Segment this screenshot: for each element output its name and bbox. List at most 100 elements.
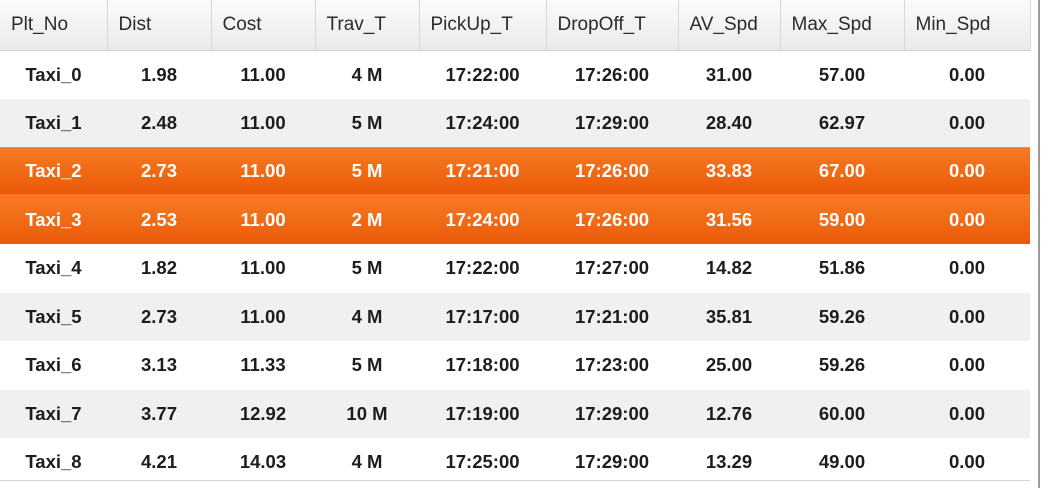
cell-av-spd[interactable]: 35.81 bbox=[678, 292, 780, 341]
column-header-plt-no[interactable]: Plt_No bbox=[0, 0, 108, 51]
cell-dropoff-t[interactable]: 17:29:00 bbox=[546, 389, 678, 438]
cell-cost[interactable]: 12.92 bbox=[211, 389, 315, 438]
cell-dropoff-t[interactable]: 17:27:00 bbox=[546, 244, 678, 293]
table-row[interactable]: Taxi_6 3.13 11.33 5 M 17:18:00 17:23:00 25.00 5… bbox=[0, 341, 1030, 390]
cell-dist[interactable]: 2.73 bbox=[107, 292, 211, 341]
table-row[interactable]: Taxi_4 1.82 11.00 5 M 17:22:00 17:27:00 14.82 5… bbox=[0, 244, 1030, 293]
cell-min-spd[interactable]: 0.00 bbox=[904, 341, 1030, 390]
cell-av-spd[interactable]: 12.76 bbox=[678, 389, 780, 438]
cell-trav-t[interactable]: 5 M bbox=[315, 98, 419, 147]
cell-pickup-t[interactable]: 17:24:00 bbox=[419, 98, 546, 147]
cell-min-spd[interactable]: 0.00 bbox=[904, 50, 1030, 99]
cell-cost[interactable]: 11.00 bbox=[211, 195, 315, 244]
cell-dropoff-t[interactable]: 17:26:00 bbox=[546, 146, 678, 196]
cell-max-spd[interactable]: 59.26 bbox=[780, 341, 904, 390]
cell-trav-t[interactable]: 10 M bbox=[315, 389, 419, 438]
cell-max-spd[interactable]: 62.97 bbox=[780, 98, 904, 147]
cell-dist[interactable]: 2.48 bbox=[107, 98, 211, 147]
cell-max-spd[interactable]: 49.00 bbox=[780, 438, 904, 487]
cell-plt-no[interactable]: Taxi_3 bbox=[0, 195, 107, 244]
column-header-cost[interactable]: Cost bbox=[211, 0, 316, 51]
cell-cost[interactable]: 11.00 bbox=[211, 292, 315, 341]
cell-trav-t[interactable]: 5 M bbox=[315, 341, 419, 390]
cell-av-spd[interactable]: 25.00 bbox=[678, 341, 780, 390]
column-header-pickup-t[interactable]: PickUp_T bbox=[419, 0, 547, 51]
cell-pickup-t[interactable]: 17:17:00 bbox=[419, 292, 546, 341]
cell-pickup-t[interactable]: 17:22:00 bbox=[419, 244, 546, 293]
cell-cost[interactable]: 14.03 bbox=[211, 438, 315, 487]
cell-plt-no[interactable]: Taxi_8 bbox=[0, 438, 107, 487]
cell-min-spd[interactable]: 0.00 bbox=[904, 244, 1030, 293]
cell-av-spd[interactable]: 31.00 bbox=[678, 50, 780, 99]
cell-av-spd[interactable]: 31.56 bbox=[678, 195, 780, 244]
cell-min-spd[interactable]: 0.00 bbox=[904, 146, 1030, 196]
cell-cost[interactable]: 11.00 bbox=[211, 50, 315, 99]
column-header-dist[interactable]: Dist bbox=[107, 0, 212, 51]
cell-max-spd[interactable]: 67.00 bbox=[780, 146, 904, 196]
cell-plt-no[interactable]: Taxi_6 bbox=[0, 341, 107, 390]
cell-trav-t[interactable]: 4 M bbox=[315, 438, 419, 487]
cell-trav-t[interactable]: 4 M bbox=[315, 292, 419, 341]
cell-pickup-t[interactable]: 17:21:00 bbox=[419, 146, 546, 196]
cell-pickup-t[interactable]: 17:18:00 bbox=[419, 341, 546, 390]
column-header-min-spd[interactable]: Min_Spd bbox=[904, 0, 1031, 51]
cell-trav-t[interactable]: 2 M bbox=[315, 195, 419, 244]
cell-trav-t[interactable]: 5 M bbox=[315, 146, 419, 196]
column-header-dropoff-t[interactable]: DropOff_T bbox=[546, 0, 679, 51]
cell-max-spd[interactable]: 60.00 bbox=[780, 389, 904, 438]
cell-cost[interactable]: 11.00 bbox=[211, 146, 315, 196]
cell-cost[interactable]: 11.00 bbox=[211, 244, 315, 293]
cell-max-spd[interactable]: 59.26 bbox=[780, 292, 904, 341]
table-row[interactable]: Taxi_5 2.73 11.00 4 M 17:17:00 17:21:00 35.81 5… bbox=[0, 292, 1030, 341]
cell-plt-no[interactable]: Taxi_5 bbox=[0, 292, 107, 341]
cell-pickup-t[interactable]: 17:25:00 bbox=[419, 438, 546, 487]
cell-min-spd[interactable]: 0.00 bbox=[904, 389, 1030, 438]
cell-plt-no[interactable]: Taxi_4 bbox=[0, 244, 107, 293]
cell-dropoff-t[interactable]: 17:29:00 bbox=[546, 98, 678, 147]
cell-dist[interactable]: 2.53 bbox=[107, 195, 211, 244]
cell-plt-no[interactable]: Taxi_2 bbox=[0, 146, 107, 196]
column-header-trav-t[interactable]: Trav_T bbox=[315, 0, 420, 51]
cell-max-spd[interactable]: 59.00 bbox=[780, 195, 904, 244]
cell-av-spd[interactable]: 13.29 bbox=[678, 438, 780, 487]
cell-dropoff-t[interactable]: 17:21:00 bbox=[546, 292, 678, 341]
cell-min-spd[interactable]: 0.00 bbox=[904, 98, 1030, 147]
cell-dropoff-t[interactable]: 17:23:00 bbox=[546, 341, 678, 390]
cell-av-spd[interactable]: 28.40 bbox=[678, 98, 780, 147]
cell-min-spd[interactable]: 0.00 bbox=[904, 438, 1030, 487]
cell-cost[interactable]: 11.33 bbox=[211, 341, 315, 390]
cell-trav-t[interactable]: 4 M bbox=[315, 50, 419, 99]
table-row[interactable]: Taxi_1 2.48 11.00 5 M 17:24:00 17:29:00 28.40 6… bbox=[0, 98, 1030, 147]
column-header-max-spd[interactable]: Max_Spd bbox=[780, 0, 905, 51]
cell-trav-t[interactable]: 5 M bbox=[315, 244, 419, 293]
cell-dist[interactable]: 1.82 bbox=[107, 244, 211, 293]
table-row[interactable]: Taxi_3 2.53 11.00 2 M 17:24:00 17:26:00 31.56 5… bbox=[0, 195, 1030, 244]
cell-dist[interactable]: 4.21 bbox=[107, 438, 211, 487]
cell-av-spd[interactable]: 33.83 bbox=[678, 146, 780, 196]
cell-dist[interactable]: 3.77 bbox=[107, 389, 211, 438]
cell-dist[interactable]: 2.73 bbox=[107, 146, 211, 196]
cell-min-spd[interactable]: 0.00 bbox=[904, 292, 1030, 341]
cell-dropoff-t[interactable]: 17:26:00 bbox=[546, 195, 678, 244]
cell-dropoff-t[interactable]: 17:26:00 bbox=[546, 50, 678, 99]
cell-dist[interactable]: 1.98 bbox=[107, 50, 211, 99]
cell-pickup-t[interactable]: 17:22:00 bbox=[419, 50, 546, 99]
cell-pickup-t[interactable]: 17:19:00 bbox=[419, 389, 546, 438]
table-row[interactable]: Taxi_8 4.21 14.03 4 M 17:25:00 17:29:00 13.29 4… bbox=[0, 438, 1030, 487]
cell-plt-no[interactable]: Taxi_7 bbox=[0, 389, 107, 438]
cell-max-spd[interactable]: 51.86 bbox=[780, 244, 904, 293]
column-header-av-spd[interactable]: AV_Spd bbox=[678, 0, 781, 51]
table-row[interactable]: Taxi_2 2.73 11.00 5 M 17:21:00 17:26:00 33.83 6… bbox=[0, 146, 1030, 196]
cell-dist[interactable]: 3.13 bbox=[107, 341, 211, 390]
table-row[interactable]: Taxi_7 3.77 12.92 10 M 17:19:00 17:29:00 12.76… bbox=[0, 389, 1030, 438]
cell-max-spd[interactable]: 57.00 bbox=[780, 50, 904, 99]
cell-plt-no[interactable]: Taxi_0 bbox=[0, 50, 107, 99]
cell-plt-no[interactable]: Taxi_1 bbox=[0, 98, 107, 147]
cell-dropoff-t[interactable]: 17:29:00 bbox=[546, 438, 678, 487]
table-row[interactable]: Taxi_0 1.98 11.00 4 M 17:22:00 17:26:00 31.00 5… bbox=[0, 50, 1030, 99]
cell-min-spd[interactable]: 0.00 bbox=[904, 195, 1030, 244]
cell-cost[interactable]: 11.00 bbox=[211, 98, 315, 147]
cell-pickup-t[interactable]: 17:24:00 bbox=[419, 195, 546, 244]
cell-av-spd[interactable]: 14.82 bbox=[678, 244, 780, 293]
